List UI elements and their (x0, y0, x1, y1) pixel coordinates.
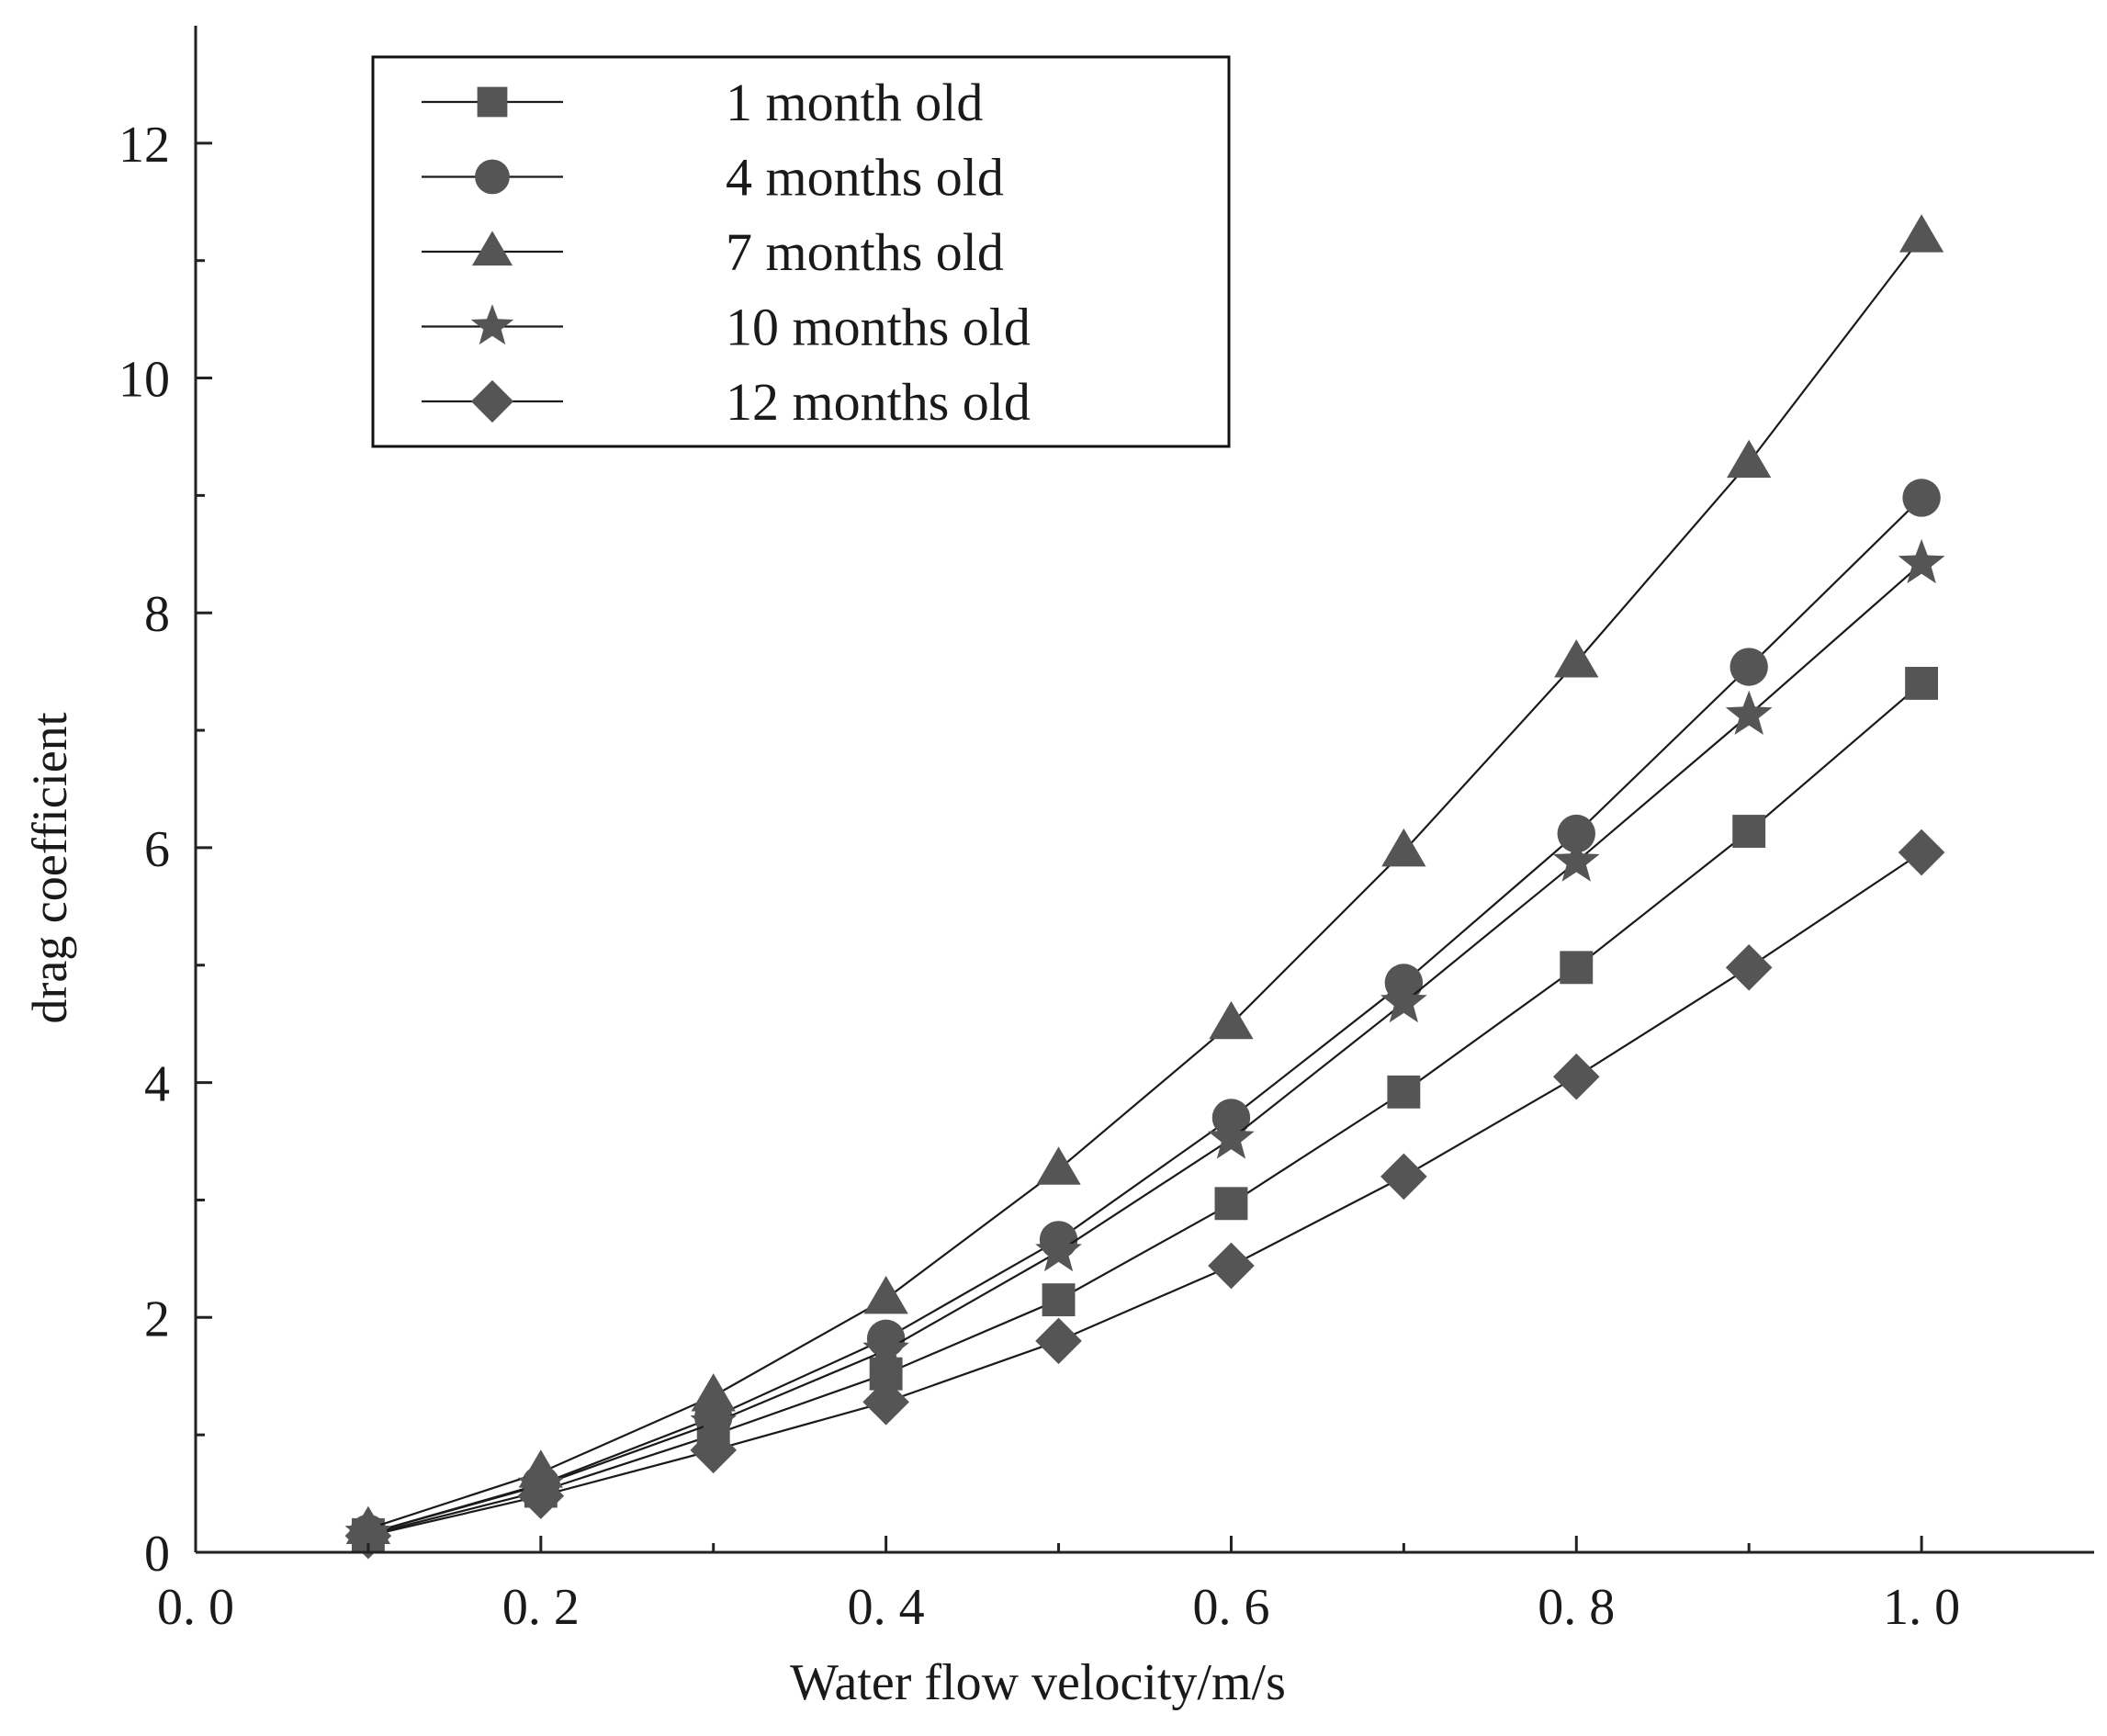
data-point-circle (1557, 814, 1595, 853)
data-point-square (1905, 666, 1939, 700)
data-point-star (1380, 978, 1427, 1023)
y-tick-label: 4 (144, 1056, 170, 1113)
data-point-star (1035, 1227, 1082, 1272)
data-point-star (1725, 690, 1773, 735)
axes (194, 26, 2094, 1554)
series-star (344, 538, 1945, 1554)
x-axis-label: Water flow velocity/m/s (790, 1654, 1286, 1711)
legend-label: 1 month old (726, 73, 983, 132)
data-point-triangle (1381, 828, 1426, 867)
data-point-triangle (1899, 214, 1944, 253)
x-tick-label: 0. 6 (1192, 1579, 1269, 1636)
data-point-diamond (862, 1379, 909, 1426)
y-tick-label: 0 (144, 1526, 170, 1583)
data-point-square (1732, 815, 1766, 848)
data-point-triangle (1554, 639, 1599, 678)
data-point-circle (1902, 479, 1941, 517)
legend-label: 12 months old (726, 372, 1031, 432)
series-diamond (344, 829, 1945, 1560)
data-point-diamond (1898, 829, 1945, 876)
ticks: 0. 0 0. 2 0. 4 0. 6 0. 8 1. 0 0 2 4 6 8 10 12 (118, 117, 1960, 1636)
legend-label: 7 months old (726, 222, 1004, 282)
legend-label: 10 months old (726, 298, 1031, 357)
data-point-diamond (344, 1512, 392, 1560)
data-point-triangle (691, 1373, 736, 1412)
data-point-star (1898, 538, 1945, 584)
legend: 1 month old 4 months old 7 months old 10 mo… (371, 55, 1231, 448)
y-axis-label: drag coefficient (22, 712, 77, 1023)
series-square (351, 666, 1939, 1551)
data-point-diamond (1208, 1242, 1255, 1290)
data-point-diamond (1380, 1153, 1427, 1201)
data-point-star (862, 1325, 909, 1370)
series-circle (349, 479, 1941, 1553)
data-point-square (1042, 1283, 1076, 1317)
legend-marker-circle (475, 159, 510, 195)
x-tick-label: 0. 4 (848, 1579, 925, 1636)
data-point-star (1552, 837, 1600, 882)
legend-marker-triangle (471, 231, 513, 266)
data-point-triangle (1036, 1146, 1081, 1185)
y-tick-label: 12 (118, 117, 170, 174)
x-tick-label: 0. 0 (157, 1579, 234, 1636)
series-line (367, 851, 1922, 1538)
y-tick-label: 6 (144, 821, 170, 878)
x-tick-label: 0. 2 (502, 1579, 580, 1636)
series-layer (344, 214, 1945, 1560)
data-point-diamond (690, 1426, 738, 1474)
series-line (367, 497, 1922, 1535)
x-tick-label: 1. 0 (1883, 1579, 1960, 1636)
data-point-square (1560, 951, 1594, 985)
legend-marker-diamond (470, 379, 514, 423)
legend-marker-star (470, 304, 514, 345)
data-point-triangle (1727, 439, 1772, 479)
data-point-square (1214, 1187, 1248, 1221)
data-point-triangle (1209, 1000, 1254, 1040)
data-point-star (1208, 1114, 1255, 1159)
x-tick-label: 0. 8 (1538, 1579, 1615, 1636)
series-line (367, 236, 1922, 1530)
data-point-triangle (863, 1276, 908, 1314)
data-point-diamond (1552, 1053, 1600, 1100)
data-point-diamond (517, 1472, 565, 1519)
legend-marker-square (477, 86, 508, 118)
y-tick-label: 10 (118, 352, 170, 409)
series-line (367, 562, 1922, 1535)
series-line (367, 682, 1922, 1536)
data-point-circle (1730, 648, 1768, 686)
data-point-square (1387, 1075, 1421, 1109)
data-point-diamond (1725, 944, 1773, 991)
data-point-diamond (1035, 1317, 1082, 1365)
data-point-star (690, 1398, 738, 1443)
legend-label: 4 months old (726, 148, 1004, 208)
y-tick-label: 8 (144, 586, 170, 643)
y-tick-label: 2 (144, 1291, 170, 1347)
